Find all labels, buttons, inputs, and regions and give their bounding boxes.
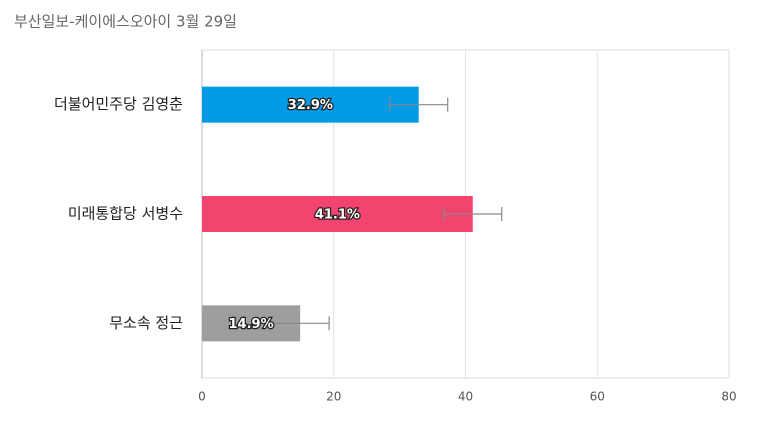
x-tick-label: 80 (721, 390, 736, 404)
chart-title: 부산일보-케이에스오아이 3월 29일 (14, 13, 237, 31)
x-tick-label: 60 (590, 390, 605, 404)
x-tick-label: 40 (458, 390, 473, 404)
bar (202, 86, 419, 123)
value-label: 41.1% (315, 208, 360, 223)
category-label: 미래통합당 서병수 (68, 205, 183, 223)
category-label: 더불어민주당 김영춘 (54, 95, 183, 113)
error-bar (443, 207, 503, 221)
category-label: 무소속 정근 (109, 314, 183, 332)
error-bar (270, 316, 330, 331)
value-label: 14.9% (229, 317, 274, 332)
error-bar (389, 97, 449, 112)
bar (202, 196, 473, 232)
value-label: 32.9% (288, 98, 333, 113)
x-tick-label: 20 (326, 390, 341, 404)
x-tick-label: 0 (198, 390, 206, 404)
